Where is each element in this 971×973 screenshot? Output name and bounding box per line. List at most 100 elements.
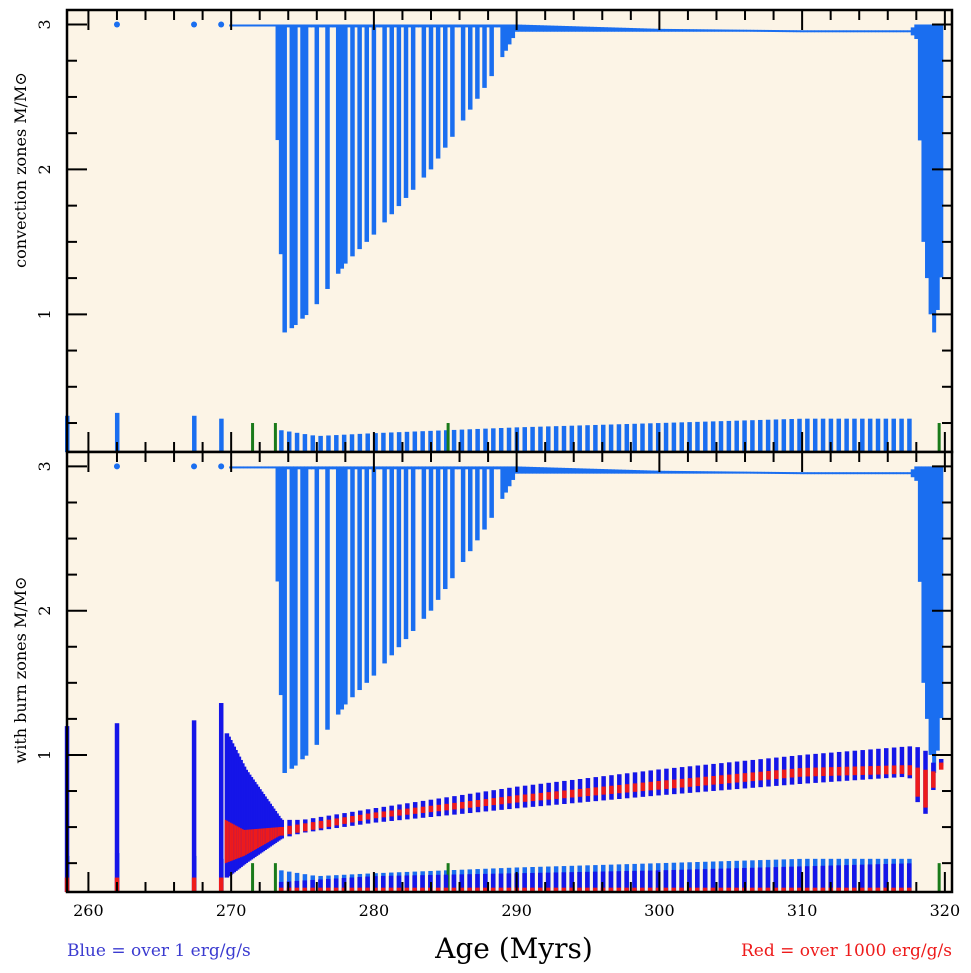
convection-mark-top bbox=[304, 24, 309, 315]
red-burn-mark bbox=[484, 799, 489, 806]
red-burn-mark bbox=[908, 765, 913, 775]
convection-mark-top bbox=[832, 30, 836, 32]
convection-mark-bottom bbox=[268, 466, 272, 468]
lower-convection-mark-top bbox=[782, 419, 787, 452]
red-burn-mark bbox=[358, 815, 363, 821]
convection-mark-bottom bbox=[565, 468, 569, 474]
convection-mark-top bbox=[654, 29, 658, 32]
lower-convection-spike-top bbox=[192, 416, 197, 452]
convection-mark-bottom bbox=[782, 472, 786, 474]
convection-mark-bottom bbox=[864, 472, 868, 474]
convection-mark-top bbox=[254, 24, 258, 26]
convection-mark-top bbox=[811, 30, 815, 32]
convection-mark-top bbox=[315, 24, 320, 304]
convection-mark-bottom bbox=[932, 466, 936, 773]
lower-convection-mark-top bbox=[468, 429, 473, 452]
convection-mark-top bbox=[879, 30, 883, 32]
red-burn-spike bbox=[192, 878, 197, 892]
red-burn-mark bbox=[774, 770, 779, 779]
minor-zone-mark-top bbox=[447, 423, 450, 452]
convection-mark-bottom bbox=[739, 472, 743, 474]
x-tick-label: 270 bbox=[216, 901, 247, 920]
convection-mark-top bbox=[590, 27, 594, 32]
convection-mark-top bbox=[932, 24, 936, 332]
convection-mark-top bbox=[365, 24, 370, 241]
convection-mark-bottom bbox=[422, 466, 427, 618]
minor-zone-mark-top bbox=[251, 423, 254, 452]
convection-mark-top bbox=[711, 29, 715, 31]
convection-mark-top bbox=[679, 29, 683, 32]
convection-mark-bottom bbox=[911, 469, 915, 477]
red-burn-mark bbox=[939, 763, 944, 770]
convection-mark-bottom bbox=[804, 472, 808, 474]
convection-mark-bottom bbox=[743, 472, 747, 474]
y-tick-label-bottom: 1 bbox=[35, 750, 54, 760]
convection-mark-top bbox=[325, 24, 330, 288]
lower-convection-mark-top bbox=[350, 434, 355, 452]
red-burn-mark bbox=[468, 801, 473, 808]
red-burn-mark bbox=[727, 775, 732, 784]
convection-mark-bottom bbox=[714, 471, 718, 473]
convection-mark-top bbox=[871, 30, 875, 32]
convection-mark-top bbox=[607, 27, 611, 31]
convection-mark-bottom bbox=[443, 466, 448, 589]
convection-mark-bottom bbox=[729, 471, 733, 473]
convection-mark-top bbox=[904, 30, 908, 32]
convection-mark-bottom bbox=[689, 471, 693, 474]
red-burn-mark bbox=[743, 773, 748, 782]
convection-mark-bottom bbox=[807, 472, 811, 474]
red-burn-mark bbox=[656, 781, 661, 790]
red-burn-mark bbox=[829, 767, 834, 776]
red-burn-mark bbox=[696, 777, 701, 786]
lower-convection-mark-top bbox=[680, 422, 685, 452]
convection-mark-top bbox=[889, 30, 893, 32]
convection-mark-bottom bbox=[811, 472, 815, 474]
convection-mark-top bbox=[597, 27, 601, 32]
red-burn-mark bbox=[751, 772, 756, 781]
convection-dot-bottom bbox=[218, 463, 224, 469]
lower-convection-mark-top bbox=[727, 421, 732, 452]
convection-mark-top bbox=[422, 24, 427, 177]
convection-mark-top bbox=[372, 24, 377, 234]
lower-convection-mark-top bbox=[907, 419, 912, 452]
convection-mark-bottom bbox=[372, 466, 377, 675]
convection-mark-bottom bbox=[700, 471, 704, 473]
minor-zone-mark-top bbox=[274, 423, 277, 452]
convection-mark-top bbox=[568, 26, 572, 32]
convection-mark-bottom bbox=[350, 466, 355, 697]
convection-mark-bottom bbox=[436, 466, 441, 599]
convection-mark-top bbox=[793, 30, 797, 32]
red-burn-mark bbox=[719, 775, 724, 784]
convection-dot-bottom bbox=[191, 463, 197, 469]
lower-convection-mark-top bbox=[711, 421, 716, 452]
minor-zone-mark-top bbox=[938, 423, 941, 452]
convection-mark-bottom bbox=[600, 469, 604, 474]
convection-mark-top bbox=[739, 30, 743, 32]
convection-mark-top bbox=[618, 28, 622, 32]
red-burn-mark bbox=[625, 784, 630, 792]
convection-mark-top bbox=[293, 24, 298, 325]
convection-mark-bottom bbox=[697, 471, 701, 473]
red-burn-mark bbox=[931, 771, 936, 787]
red-burn-mark bbox=[915, 768, 920, 797]
convection-mark-top bbox=[764, 30, 768, 32]
convection-mark-bottom bbox=[475, 466, 480, 540]
red-burn-mark bbox=[633, 783, 638, 791]
convection-mark-bottom bbox=[243, 466, 247, 468]
convection-mark-bottom bbox=[282, 466, 287, 773]
convection-mark-top bbox=[768, 30, 772, 32]
lower-convection-mark-top bbox=[758, 420, 763, 452]
convection-mark-bottom bbox=[889, 472, 893, 474]
convection-mark-bottom bbox=[590, 469, 594, 474]
convection-mark-top bbox=[797, 30, 801, 32]
convection-mark-bottom bbox=[500, 466, 504, 498]
convection-dot-top bbox=[218, 21, 224, 27]
red-burn-mark bbox=[429, 806, 434, 812]
convection-mark-bottom bbox=[707, 471, 711, 473]
convection-mark-bottom bbox=[357, 466, 362, 690]
red-burn-mark bbox=[327, 820, 332, 827]
convection-mark-bottom bbox=[772, 472, 776, 474]
blue-burn-spike bbox=[115, 723, 120, 892]
y-tick-label-top: 1 bbox=[35, 309, 54, 319]
convection-mark-bottom bbox=[568, 468, 572, 474]
